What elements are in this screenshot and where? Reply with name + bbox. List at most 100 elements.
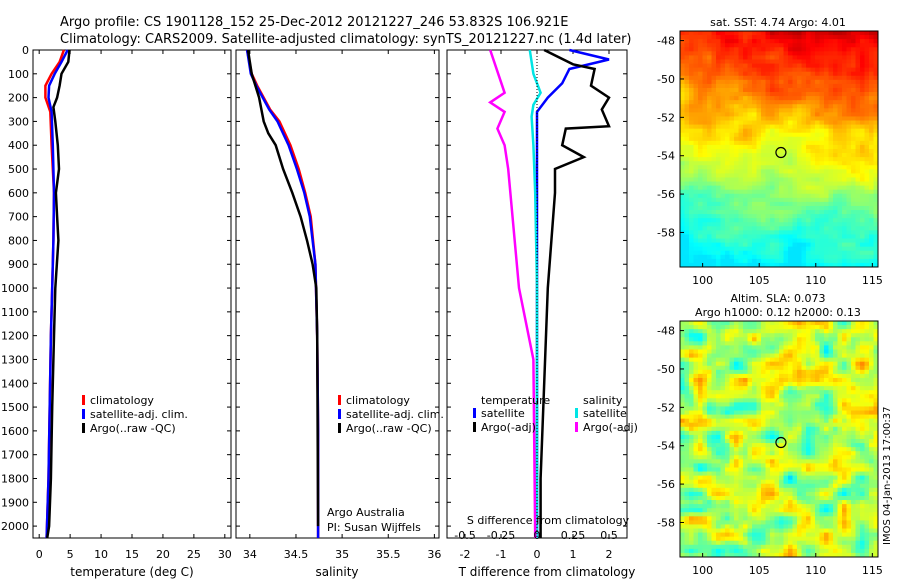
heatmap-cell bbox=[873, 79, 879, 85]
heatmap-cell bbox=[846, 508, 852, 513]
heatmap-cell bbox=[734, 197, 739, 203]
heatmap-cell bbox=[707, 504, 712, 509]
heatmap-cell bbox=[801, 321, 807, 326]
heatmap-cell bbox=[833, 161, 838, 166]
heatmap-cell bbox=[851, 128, 856, 134]
heatmap-cell bbox=[756, 439, 762, 444]
heatmap-cell bbox=[716, 349, 721, 354]
heatmap-cell bbox=[689, 128, 694, 134]
x-tick-label: 0 bbox=[534, 548, 541, 561]
heatmap-cell bbox=[846, 414, 852, 420]
heatmap-cell bbox=[842, 67, 847, 73]
heatmap-cell bbox=[792, 341, 798, 346]
heatmap-cell bbox=[792, 325, 798, 330]
heatmap-cell bbox=[810, 495, 816, 501]
heatmap-cell bbox=[837, 418, 843, 424]
heatmap-cell bbox=[846, 426, 852, 432]
heatmap-cell bbox=[761, 390, 766, 395]
heatmap-cell bbox=[842, 447, 847, 452]
heatmap-cell bbox=[702, 193, 708, 199]
heatmap-cell bbox=[864, 398, 870, 403]
heatmap-cell bbox=[860, 353, 865, 359]
heatmap-cell bbox=[855, 398, 861, 403]
heatmap-cell bbox=[774, 434, 780, 440]
heatmap-cell bbox=[819, 210, 825, 215]
heatmap-cell bbox=[806, 181, 811, 187]
heatmap-cell bbox=[815, 157, 820, 162]
heatmap-cell bbox=[698, 451, 703, 456]
heatmap-cell bbox=[779, 430, 784, 436]
heatmap-cell bbox=[851, 369, 856, 375]
heatmap-cell bbox=[833, 254, 838, 260]
heatmap-cell bbox=[765, 357, 771, 363]
heatmap-cell bbox=[698, 112, 703, 117]
heatmap-cell bbox=[797, 234, 802, 239]
heatmap-cell bbox=[752, 201, 757, 207]
heatmap-cell bbox=[774, 258, 780, 264]
heatmap-cell bbox=[860, 459, 865, 464]
heatmap-cell bbox=[720, 136, 726, 142]
heatmap-cell bbox=[698, 165, 703, 170]
heatmap-cell bbox=[842, 136, 847, 142]
heatmap-cell bbox=[842, 230, 847, 235]
heatmap-cell bbox=[743, 455, 748, 460]
heatmap-cell bbox=[752, 92, 757, 97]
heatmap-cell bbox=[810, 341, 816, 346]
heatmap-cell bbox=[725, 495, 730, 501]
heatmap-cell bbox=[774, 357, 780, 363]
heatmap-cell bbox=[738, 104, 744, 109]
heatmap-cell bbox=[873, 504, 879, 509]
heatmap-cell bbox=[869, 471, 874, 477]
heatmap-cell bbox=[756, 144, 762, 150]
heatmap-cell bbox=[684, 197, 690, 203]
heatmap-cell bbox=[729, 189, 735, 195]
heatmap-cell bbox=[707, 136, 712, 142]
heatmap-cell bbox=[815, 377, 820, 383]
heatmap-cell bbox=[707, 128, 712, 134]
heatmap-cell bbox=[680, 426, 685, 432]
heatmap-cell bbox=[729, 218, 735, 223]
heatmap-cell bbox=[774, 157, 780, 162]
heatmap-cell bbox=[734, 112, 739, 117]
heatmap-cell bbox=[792, 357, 798, 363]
heatmap-cell bbox=[684, 47, 690, 52]
heatmap-cell bbox=[716, 242, 721, 248]
heatmap-cell bbox=[770, 377, 775, 383]
heatmap-cell bbox=[693, 426, 699, 432]
heatmap-cell bbox=[720, 406, 726, 411]
heatmap-cell bbox=[720, 250, 726, 256]
heatmap-cell bbox=[783, 210, 789, 215]
heatmap-cell bbox=[693, 43, 699, 48]
heatmap-cell bbox=[684, 516, 690, 521]
heatmap-cell bbox=[864, 447, 870, 452]
heatmap-cell bbox=[819, 75, 825, 81]
heatmap-cell bbox=[684, 250, 690, 256]
heatmap-cell bbox=[725, 79, 730, 85]
heatmap-cell bbox=[824, 369, 829, 375]
map-frame bbox=[679, 30, 879, 268]
heatmap-cell bbox=[846, 181, 852, 187]
heatmap-cell bbox=[707, 100, 712, 105]
heatmap-cell bbox=[698, 51, 703, 56]
heatmap-cell bbox=[689, 185, 694, 191]
heatmap-cell bbox=[792, 210, 798, 215]
heatmap-cell bbox=[855, 149, 861, 154]
heatmap-cell bbox=[815, 238, 820, 243]
heatmap-cell bbox=[729, 153, 735, 158]
heatmap-cell bbox=[725, 398, 730, 403]
heatmap-cell bbox=[846, 443, 852, 448]
heatmap-cell bbox=[842, 185, 847, 191]
heatmap-cell bbox=[684, 373, 690, 379]
heatmap-cell bbox=[806, 230, 811, 235]
heatmap-cell bbox=[734, 193, 739, 199]
heatmap-cell bbox=[806, 189, 811, 195]
heatmap-cell bbox=[765, 345, 771, 350]
heatmap-cell bbox=[851, 471, 856, 477]
heatmap-cell bbox=[801, 230, 807, 235]
heatmap-cell bbox=[851, 124, 856, 130]
heatmap-cell bbox=[702, 491, 708, 497]
heatmap-cell bbox=[774, 250, 780, 256]
heatmap-cell bbox=[851, 382, 856, 387]
heatmap-cell bbox=[801, 443, 807, 448]
